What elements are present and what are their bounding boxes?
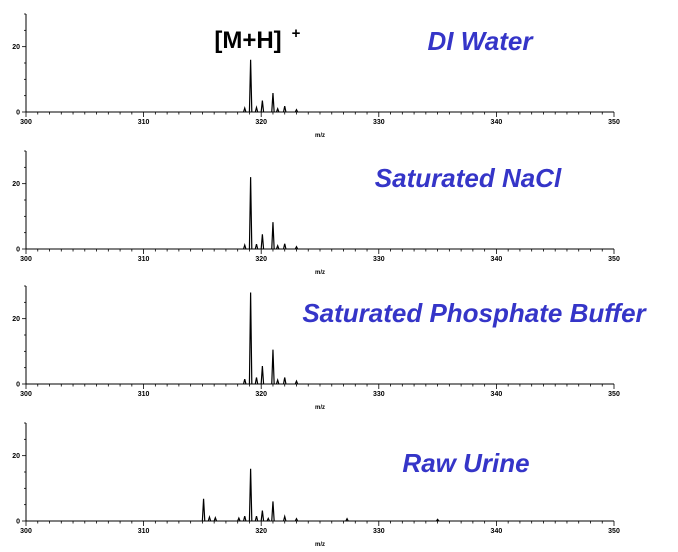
panel-title: DI Water bbox=[428, 26, 535, 56]
x-tick-label: 340 bbox=[491, 256, 503, 263]
x-tick-label: 300 bbox=[20, 528, 32, 535]
spectrum-peak bbox=[248, 59, 253, 113]
x-tick-label: 300 bbox=[20, 119, 32, 126]
spectrum-panel-2: 300 310 320 330 340 350 0 20 m/z Saturated NaCl bbox=[12, 150, 620, 276]
x-tick-label: 330 bbox=[373, 256, 385, 263]
spectrum-peak bbox=[248, 177, 253, 250]
x-tick-label: 330 bbox=[373, 528, 385, 535]
spectrum-peak bbox=[275, 106, 280, 113]
spectrum-peak bbox=[435, 518, 440, 522]
x-axis-label: m/z bbox=[315, 270, 325, 276]
panel-title: Saturated Phosphate Buffer bbox=[302, 298, 647, 328]
x-axis-label: m/z bbox=[315, 405, 325, 411]
x-tick-label: 350 bbox=[608, 119, 620, 126]
spectrum-peak bbox=[201, 498, 206, 522]
spectrum-peak bbox=[282, 377, 287, 385]
spectrum-peak bbox=[271, 222, 275, 250]
x-tick-label: 320 bbox=[255, 528, 267, 535]
spectrum-peak bbox=[345, 517, 349, 522]
ion-charge-superscript: + bbox=[292, 25, 301, 42]
spectrum-peak bbox=[242, 106, 247, 113]
spectrum-peak bbox=[294, 245, 299, 250]
x-tick-label: 300 bbox=[20, 391, 32, 398]
y-tick-label: 0 bbox=[16, 519, 20, 526]
y-tick-label: 20 bbox=[12, 453, 20, 460]
x-tick-label: 330 bbox=[373, 391, 385, 398]
y-tick-label: 0 bbox=[16, 382, 20, 389]
x-tick-label: 320 bbox=[255, 119, 267, 126]
panel-title: Raw Urine bbox=[402, 448, 529, 478]
y-tick-label: 20 bbox=[12, 181, 20, 188]
x-axis-label: m/z bbox=[315, 542, 325, 547]
x-tick-label: 310 bbox=[138, 391, 150, 398]
spectrum-peak bbox=[254, 243, 259, 250]
spectrum-peak bbox=[282, 106, 287, 113]
x-tick-label: 350 bbox=[608, 528, 620, 535]
x-tick-label: 350 bbox=[608, 391, 620, 398]
spectrum-peak bbox=[294, 108, 299, 113]
spectrum-peak bbox=[294, 517, 299, 522]
spectrum-panel-3: 300 310 320 330 340 350 0 20 m/z Saturated Phosph… bbox=[12, 285, 648, 411]
ion-annotation-label: [M+H] bbox=[214, 27, 281, 54]
spectrum-peak bbox=[275, 378, 280, 385]
spectrum-peak bbox=[282, 514, 287, 522]
spectrum-peak bbox=[254, 515, 259, 522]
spectrum-peak bbox=[254, 377, 259, 385]
x-tick-label: 340 bbox=[491, 119, 503, 126]
y-tick-label: 0 bbox=[16, 247, 20, 254]
spectrum-peak bbox=[207, 515, 212, 522]
spectrum-peak bbox=[260, 100, 265, 113]
spectrum-peak bbox=[266, 516, 271, 522]
x-tick-label: 310 bbox=[138, 119, 150, 126]
spectrum-peak bbox=[248, 468, 253, 522]
x-tick-label: 340 bbox=[491, 528, 503, 535]
x-tick-label: 300 bbox=[20, 256, 32, 263]
spectrum-peak bbox=[271, 501, 275, 522]
spectrum-peak bbox=[271, 93, 275, 113]
x-tick-label: 350 bbox=[608, 256, 620, 263]
x-tick-label: 320 bbox=[255, 256, 267, 263]
spectrum-peak bbox=[275, 243, 280, 250]
spectrum-peak bbox=[242, 515, 247, 522]
spectrum-peak bbox=[260, 234, 265, 250]
panel-title: Saturated NaCl bbox=[375, 163, 562, 193]
spectrum-peak bbox=[260, 365, 265, 385]
x-tick-label: 330 bbox=[373, 119, 385, 126]
spectrum-peak bbox=[213, 515, 218, 522]
spectrum-peak bbox=[294, 379, 299, 385]
y-tick-label: 20 bbox=[12, 316, 20, 323]
spectrum-peak bbox=[237, 516, 241, 522]
y-tick-label: 0 bbox=[16, 110, 20, 117]
x-tick-label: 340 bbox=[491, 391, 503, 398]
spectrum-peak bbox=[242, 243, 247, 250]
spectrum-peak bbox=[271, 349, 275, 385]
x-tick-label: 310 bbox=[138, 256, 150, 263]
x-tick-label: 320 bbox=[255, 391, 267, 398]
x-tick-label: 310 bbox=[138, 528, 150, 535]
y-tick-label: 20 bbox=[12, 44, 20, 51]
x-axis-label: m/z bbox=[315, 133, 325, 139]
spectrum-peak bbox=[254, 105, 259, 113]
spectrum-peak bbox=[248, 292, 253, 385]
spectrum-peak bbox=[260, 510, 265, 522]
spectrum-panel-1: 300 310 320 330 340 350 0 20 m/z DI Water [M+H] + bbox=[12, 13, 620, 139]
spectrum-peak bbox=[242, 378, 247, 385]
spectrum-peak bbox=[282, 243, 287, 250]
spectrum-panel-4: 300 310 320 330 340 350 0 20 m/z Raw Urine bbox=[12, 422, 620, 548]
